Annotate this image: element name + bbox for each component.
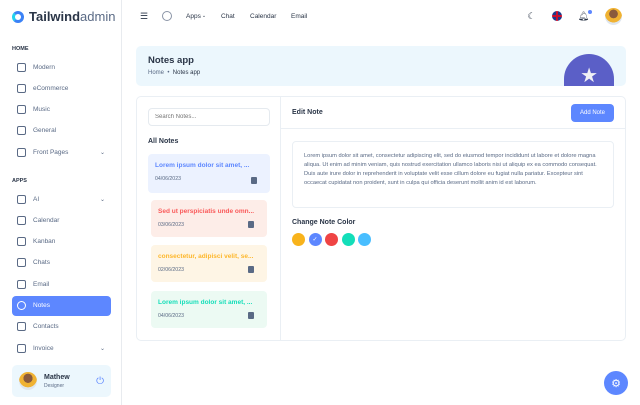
music-icon xyxy=(17,105,26,115)
mail-icon xyxy=(17,279,26,289)
sidebar-item-general[interactable]: General xyxy=(12,121,111,141)
bell-icon[interactable]: 🔔︎ xyxy=(577,9,593,21)
color-swatch[interactable]: ✓ xyxy=(308,233,322,246)
sidebar-item-calendar[interactable]: Calendar xyxy=(12,210,111,230)
edit-note-title: Edit Note xyxy=(292,109,323,116)
sidebar-item-ai[interactable]: AI ⌄ xyxy=(12,189,111,209)
note-title: Sed ut perspiciatis unde omn... xyxy=(158,207,255,215)
notes-icon xyxy=(17,301,26,310)
trash-icon[interactable] xyxy=(248,220,254,228)
uk-flag-icon[interactable] xyxy=(551,11,562,21)
user-card: Mathew Designer ⏻ xyxy=(12,365,111,397)
user-role: Designer xyxy=(44,382,65,389)
note-item[interactable]: consectetur, adipisci velit, se... 02/06/… xyxy=(151,245,267,282)
sidebar-item-invoice[interactable]: Invoice ⌄ xyxy=(12,338,111,358)
settings-fab[interactable]: ⚙ xyxy=(604,371,628,395)
contacts-icon xyxy=(17,322,26,332)
page-icon xyxy=(17,147,26,157)
search-icon[interactable] xyxy=(162,11,172,21)
logo[interactable]: Tailwind admin xyxy=(12,9,115,24)
page-title: Notes app xyxy=(148,55,194,66)
nav-email[interactable]: Email xyxy=(291,12,308,20)
breadcrumb-current: Notes app xyxy=(172,70,201,76)
moon-icon[interactable]: ☾ xyxy=(527,10,536,21)
note-date: 04/06/2023 xyxy=(155,176,181,182)
star-illustration-icon: ★ xyxy=(580,65,598,86)
color-swatch[interactable] xyxy=(292,233,305,246)
sidebar-item-contacts[interactable]: Contacts xyxy=(12,317,111,337)
note-title: Lorem ipsum dolor sit amet, ... xyxy=(158,298,253,306)
note-title: Lorem ipsum dolor sit amet, ... xyxy=(155,162,250,169)
trash-icon[interactable] xyxy=(248,266,254,273)
grid-icon xyxy=(17,62,26,72)
notes-card: All Notes Lorem ipsum dolor sit amet, ..… xyxy=(136,96,626,341)
shopping-bag-icon xyxy=(17,83,26,93)
kanban-icon xyxy=(17,237,26,247)
section-home: HOME xyxy=(12,46,29,52)
breadcrumb: Home • Notes app xyxy=(148,70,201,76)
color-swatch[interactable] xyxy=(325,233,338,246)
check-icon: ✓ xyxy=(312,237,318,243)
edit-note-panel: Edit Note Add Note Lorem ipsum dolor sit… xyxy=(281,97,625,340)
nav-calendar[interactable]: Calendar xyxy=(250,12,277,20)
sidebar-item-email[interactable]: Email xyxy=(12,274,111,294)
note-item[interactable]: Sed ut perspiciatis unde omn... 03/06/202… xyxy=(151,199,267,237)
power-icon[interactable]: ⏻ xyxy=(96,375,104,387)
note-date: 02/06/2023 xyxy=(158,267,184,273)
sidebar-item-ecommerce[interactable]: eCommerce xyxy=(12,78,111,98)
note-date: 04/06/2023 xyxy=(158,312,184,319)
chevron-down-icon: ⌄ xyxy=(201,13,207,19)
header: ☰ Apps ⌄ Chat Calendar Email ☾ 🔔︎ xyxy=(122,0,640,32)
calendar-icon xyxy=(17,215,26,225)
note-item[interactable]: Lorem ipsum dolor sit amet, ... 04/06/202… xyxy=(151,290,267,328)
sidebar-item-chats[interactable]: Chats xyxy=(12,253,111,273)
trash-icon[interactable] xyxy=(248,311,254,319)
nav-chat[interactable]: Chat xyxy=(221,12,235,20)
sidebar-item-front-pages[interactable]: Front Pages ⌄ xyxy=(12,142,111,162)
color-swatch[interactable] xyxy=(341,233,355,246)
chart-icon xyxy=(17,126,26,136)
note-item[interactable]: Lorem ipsum dolor sit amet, ... 04/06/202… xyxy=(148,154,270,193)
chevron-down-icon: ⌄ xyxy=(99,196,105,203)
chat-icon xyxy=(17,258,26,268)
avatar xyxy=(19,372,37,390)
change-color-label: Change Note Color xyxy=(292,219,356,226)
user-name: Mathew xyxy=(44,373,70,381)
notes-list-panel: All Notes Lorem ipsum dolor sit amet, ..… xyxy=(137,97,281,340)
trash-icon[interactable] xyxy=(251,177,257,184)
gear-icon: ⚙ xyxy=(611,377,621,390)
logo-icon xyxy=(12,10,24,23)
note-date: 03/06/2023 xyxy=(158,221,184,228)
all-notes-title: All Notes xyxy=(148,138,179,145)
sidebar-item-modern[interactable]: Modern xyxy=(12,57,111,77)
sidebar-item-notes[interactable]: Notes xyxy=(12,295,111,316)
section-apps: APPS xyxy=(12,178,27,184)
breadcrumb-card: Notes app Home • Notes app ★ xyxy=(136,46,626,86)
chevron-down-icon: ⌄ xyxy=(99,345,105,352)
add-note-button[interactable]: Add Note xyxy=(571,104,614,122)
note-title: consectetur, adipisci velit, se... xyxy=(158,253,254,260)
invoice-icon xyxy=(17,343,26,353)
sidebar-item-music[interactable]: Music xyxy=(12,100,111,120)
color-swatch[interactable] xyxy=(358,233,371,246)
sidebar: Tailwind admin HOME Modern eCommerce Music G… xyxy=(0,0,122,405)
menu-icon[interactable]: ☰ xyxy=(140,10,149,21)
header-avatar[interactable] xyxy=(605,7,622,25)
ai-icon xyxy=(17,194,26,204)
nav-apps[interactable]: Apps ⌄ xyxy=(186,12,207,20)
chevron-down-icon: ⌄ xyxy=(99,149,105,156)
note-content-textarea[interactable]: Lorem ipsum dolor sit amet, consectetur … xyxy=(292,141,614,208)
sidebar-item-kanban[interactable]: Kanban xyxy=(12,232,111,252)
breadcrumb-home[interactable]: Home xyxy=(148,70,165,76)
search-notes-input[interactable] xyxy=(148,108,270,126)
